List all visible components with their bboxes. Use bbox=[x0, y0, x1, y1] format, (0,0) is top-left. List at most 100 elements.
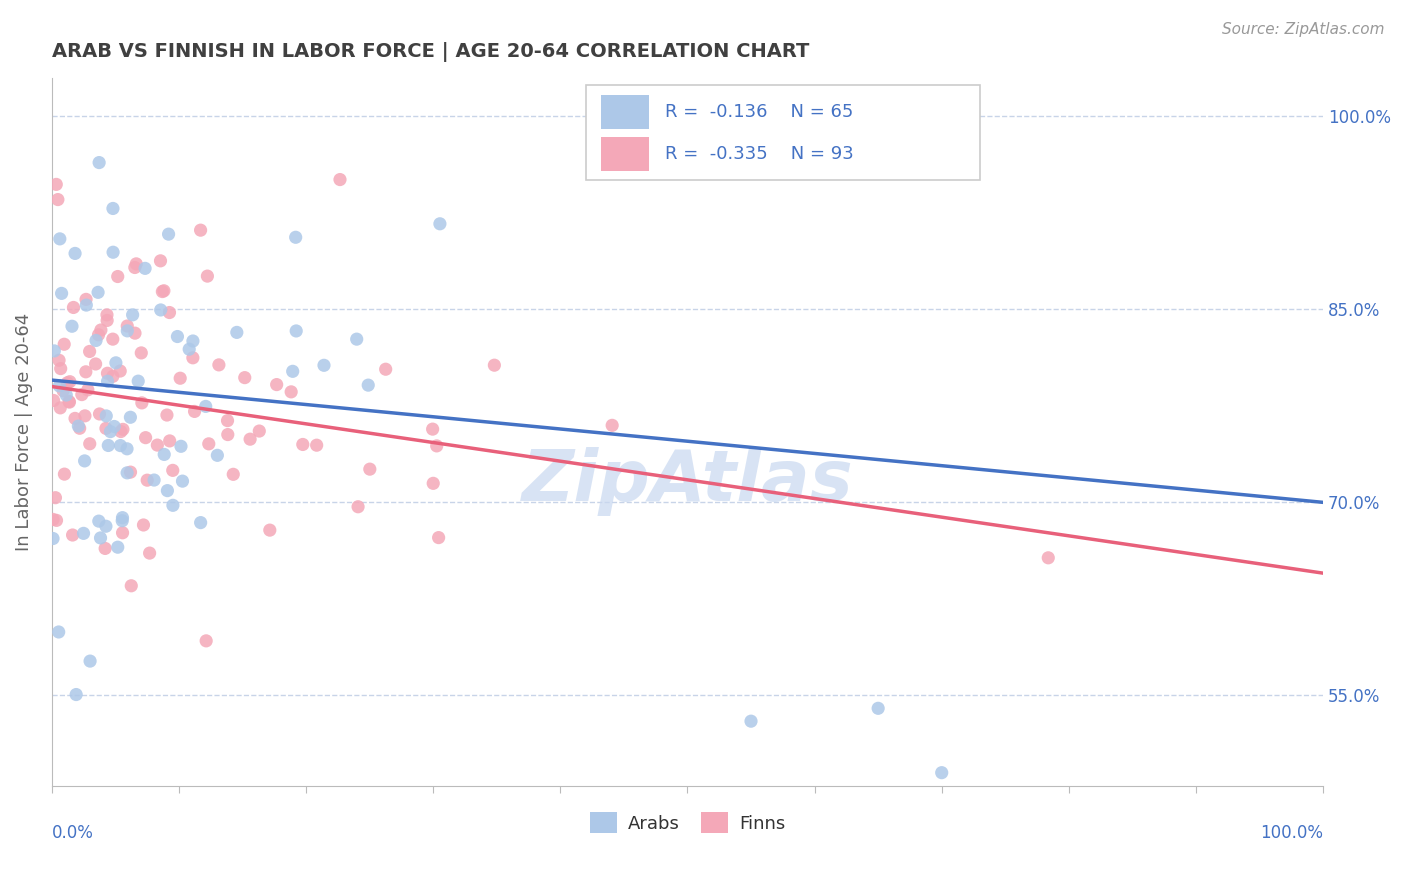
Point bbox=[197, 437, 219, 451]
Point bbox=[51, 286, 73, 301]
Point bbox=[179, 342, 201, 356]
Point bbox=[42, 532, 65, 546]
Point bbox=[120, 465, 142, 479]
Point bbox=[217, 414, 239, 428]
Point bbox=[62, 528, 84, 542]
Point bbox=[49, 361, 72, 376]
Point bbox=[44, 343, 66, 358]
Point bbox=[110, 425, 132, 439]
Point bbox=[225, 326, 247, 340]
Point bbox=[429, 217, 451, 231]
Point bbox=[60, 319, 83, 334]
Point bbox=[75, 293, 97, 307]
Point bbox=[44, 491, 66, 505]
Point bbox=[135, 431, 157, 445]
Point bbox=[49, 232, 72, 246]
Point bbox=[190, 223, 212, 237]
Point bbox=[69, 421, 91, 435]
Point bbox=[63, 246, 86, 260]
Point bbox=[422, 476, 444, 491]
Y-axis label: In Labor Force | Age 20-64: In Labor Force | Age 20-64 bbox=[15, 312, 32, 550]
Point bbox=[79, 344, 101, 359]
Point bbox=[84, 357, 107, 371]
Point bbox=[422, 422, 444, 436]
Point bbox=[1038, 550, 1060, 565]
Point bbox=[125, 257, 148, 271]
Text: Source: ZipAtlas.com: Source: ZipAtlas.com bbox=[1222, 22, 1385, 37]
Point bbox=[134, 261, 156, 276]
Legend: Arabs, Finns: Arabs, Finns bbox=[582, 805, 793, 840]
Point bbox=[107, 269, 129, 284]
Point bbox=[90, 323, 112, 337]
Point bbox=[183, 404, 205, 418]
Point bbox=[107, 540, 129, 554]
Point bbox=[120, 579, 142, 593]
Text: R =  -0.136    N = 65: R = -0.136 N = 65 bbox=[665, 103, 853, 120]
Point bbox=[190, 516, 212, 530]
Point bbox=[129, 346, 152, 360]
Point bbox=[149, 253, 172, 268]
Point bbox=[89, 531, 111, 545]
Point bbox=[169, 371, 191, 385]
Point bbox=[53, 467, 76, 482]
Point bbox=[426, 439, 449, 453]
Point bbox=[266, 377, 288, 392]
Point bbox=[94, 541, 117, 556]
Text: R =  -0.335    N = 93: R = -0.335 N = 93 bbox=[665, 145, 853, 163]
Point bbox=[49, 401, 72, 415]
Point bbox=[111, 514, 134, 528]
Point bbox=[108, 364, 131, 378]
Point bbox=[222, 467, 245, 482]
Point bbox=[87, 285, 110, 300]
Point bbox=[42, 393, 65, 408]
Point bbox=[181, 351, 204, 365]
Point bbox=[115, 442, 138, 456]
Point bbox=[347, 500, 370, 514]
Point bbox=[931, 765, 953, 780]
FancyBboxPatch shape bbox=[600, 137, 650, 171]
Text: ARAB VS FINNISH IN LABOR FORCE | AGE 20-64 CORRELATION CHART: ARAB VS FINNISH IN LABOR FORCE | AGE 20-… bbox=[52, 42, 808, 62]
Point bbox=[111, 525, 134, 540]
Point bbox=[48, 379, 70, 393]
Point bbox=[284, 230, 307, 244]
Point bbox=[100, 425, 122, 439]
Point bbox=[117, 324, 139, 338]
Point bbox=[166, 329, 188, 343]
Point bbox=[111, 510, 134, 524]
Point bbox=[484, 358, 506, 372]
Point bbox=[45, 178, 67, 192]
Point bbox=[97, 374, 120, 388]
Point bbox=[96, 409, 118, 423]
Point bbox=[138, 546, 160, 560]
Point bbox=[89, 407, 111, 421]
Point bbox=[153, 447, 176, 461]
Point bbox=[79, 654, 101, 668]
Point bbox=[58, 394, 80, 409]
Point bbox=[159, 434, 181, 448]
Point bbox=[73, 454, 96, 468]
Point bbox=[149, 302, 172, 317]
Point bbox=[146, 438, 169, 452]
Point bbox=[136, 473, 159, 487]
Point bbox=[96, 366, 118, 380]
Point bbox=[127, 374, 149, 388]
Point bbox=[72, 526, 94, 541]
Point bbox=[56, 376, 79, 390]
Point bbox=[280, 384, 302, 399]
Point bbox=[740, 714, 762, 729]
Point bbox=[65, 688, 87, 702]
Point bbox=[143, 473, 166, 487]
Point bbox=[194, 400, 217, 414]
Point bbox=[305, 438, 328, 452]
Point bbox=[45, 513, 67, 527]
Point bbox=[153, 284, 176, 298]
Point bbox=[124, 326, 146, 340]
Point bbox=[75, 365, 97, 379]
Point bbox=[111, 422, 134, 436]
Point bbox=[170, 439, 193, 453]
Point bbox=[94, 519, 117, 533]
Point bbox=[159, 305, 181, 319]
Point bbox=[120, 410, 142, 425]
Point bbox=[87, 327, 110, 342]
Text: 0.0%: 0.0% bbox=[52, 824, 94, 842]
